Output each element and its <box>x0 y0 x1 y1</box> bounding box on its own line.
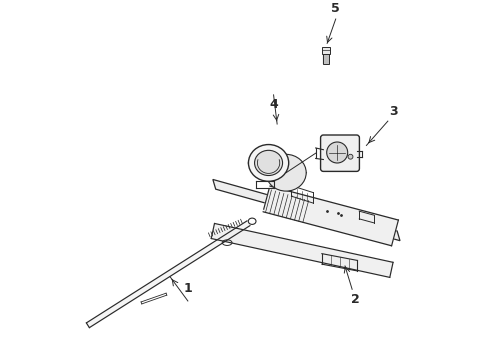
Text: 2: 2 <box>351 293 360 306</box>
FancyBboxPatch shape <box>320 135 360 171</box>
Circle shape <box>327 142 348 163</box>
Text: 5: 5 <box>331 2 340 15</box>
Polygon shape <box>86 221 250 328</box>
Polygon shape <box>213 179 400 241</box>
Ellipse shape <box>248 145 289 181</box>
Text: 1: 1 <box>183 282 192 295</box>
Polygon shape <box>211 224 393 278</box>
FancyBboxPatch shape <box>323 54 328 64</box>
Ellipse shape <box>255 150 283 176</box>
FancyBboxPatch shape <box>321 47 330 54</box>
Text: 3: 3 <box>390 105 398 118</box>
Ellipse shape <box>266 154 306 191</box>
Circle shape <box>348 154 353 159</box>
Text: 4: 4 <box>269 98 278 111</box>
Polygon shape <box>263 186 398 246</box>
